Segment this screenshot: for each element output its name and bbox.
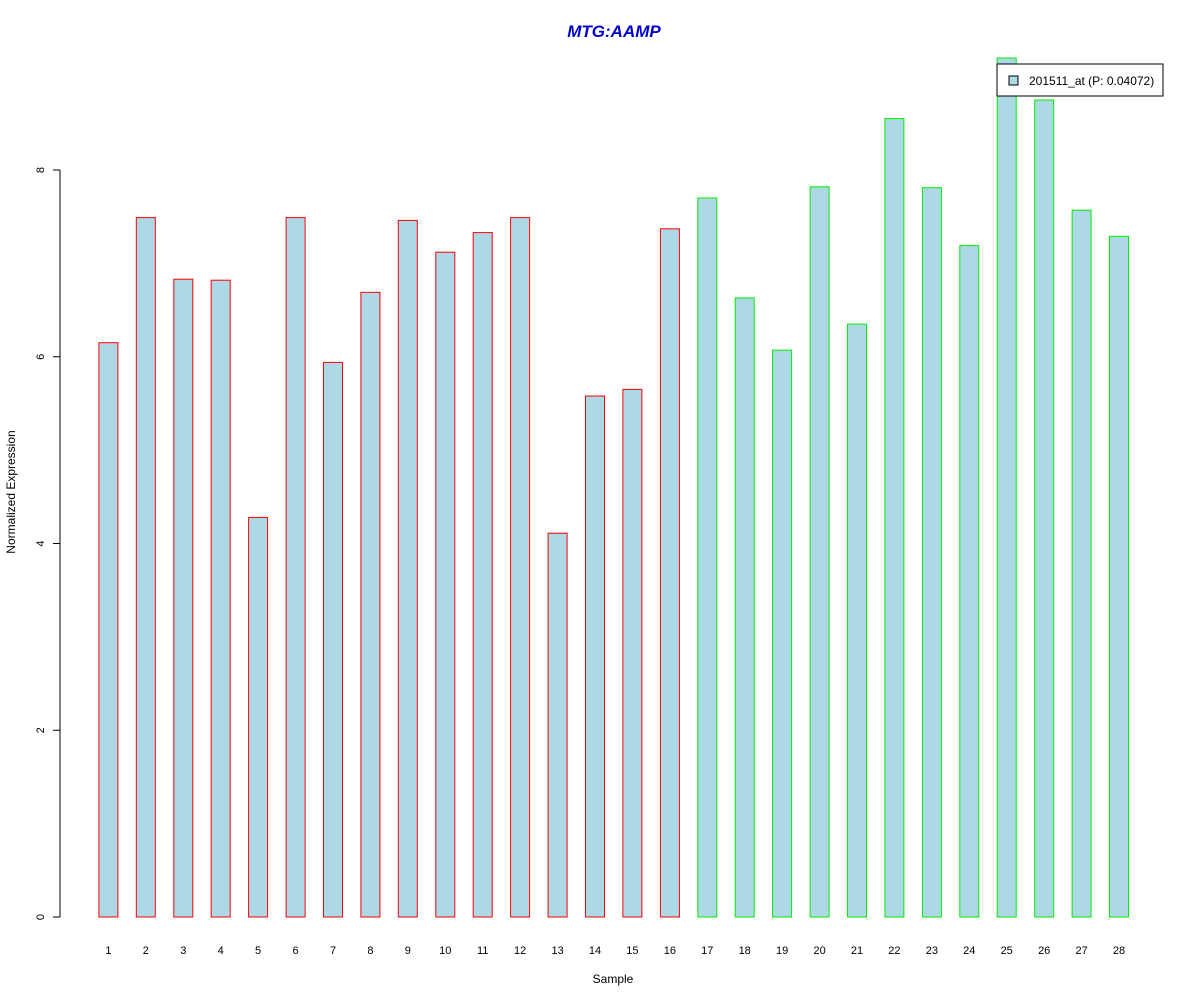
x-tick-label: 6 [293,945,299,957]
x-tick-label: 4 [218,945,224,957]
x-tick-label: 21 [851,945,863,957]
x-tick-label: 16 [664,945,676,957]
bar-sample-22 [884,118,905,918]
bar-sample-7 [323,361,343,918]
bar-sample-17 [697,197,718,918]
x-tick-label: 23 [926,945,938,957]
y-axis-label: Normalized Expression [4,430,18,553]
bar-sample-21 [847,323,867,918]
legend-box [996,63,1164,97]
legend-label: 201511_at (P: 0.04072) [1029,74,1154,88]
bar-sample-18 [734,297,755,918]
x-tick-label: 9 [405,945,411,957]
x-tick-label: 27 [1075,945,1087,957]
bar-sample-25 [996,57,1017,918]
bar-sample-4 [210,279,231,918]
x-tick-label: 20 [813,945,825,957]
bar-sample-3 [173,278,194,918]
x-tick-label: 1 [105,945,111,957]
x-tick-label: 12 [514,945,526,957]
x-tick-label: 25 [1001,945,1013,957]
bar-sample-13 [547,532,568,918]
x-tick-label: 15 [626,945,638,957]
bar-sample-16 [659,228,680,918]
x-axis-label: Sample [593,972,634,986]
x-tick-label: 19 [776,945,788,957]
x-tick-label: 2 [143,945,149,957]
bar-sample-15 [622,388,643,918]
bar-sample-1 [98,342,119,918]
bar-sample-5 [248,516,269,918]
bar-sample-28 [1109,235,1129,918]
bar-sample-2 [135,217,156,918]
y-axis: 0 2 4 6 8 [35,167,61,920]
x-tick-label: 28 [1113,945,1125,957]
bar-sample-14 [585,395,605,918]
x-tick-label: 11 [477,945,488,957]
bar-sample-10 [435,251,456,918]
x-tick-label: 13 [551,945,563,957]
x-tick-label: 14 [589,945,601,957]
y-tick-label: 8 [35,167,47,173]
chart-title: MTG:AAMP [567,22,661,41]
x-tick-label: 3 [180,945,186,957]
x-tick-label: 26 [1038,945,1050,957]
bar-sample-27 [1071,209,1092,918]
x-tick-label: 24 [963,945,975,957]
y-tick-label: 6 [35,354,47,360]
bar-sample-9 [397,219,418,918]
bar-sample-19 [772,349,793,918]
x-tick-label: 8 [367,945,373,957]
bars-group [98,57,1129,918]
bar-sample-24 [959,245,980,918]
bar-sample-11 [472,232,493,918]
y-tick-label: 0 [35,914,47,920]
bar-sample-8 [360,291,381,918]
bar-sample-23 [921,187,942,918]
y-tick-label: 4 [35,540,47,546]
bar-sample-6 [285,217,306,918]
x-tick-label: 17 [701,945,713,957]
legend: 201511_at (P: 0.04072) [996,63,1164,97]
x-tick-labels: 1 2 3 4 5 6 7 8 9 10 11 12 13 14 15 16 17 18 19 20 21 22 23 24 2… [105,945,1125,957]
legend-swatch [1008,75,1019,86]
x-tick-label: 5 [255,945,261,957]
bar-sample-20 [809,186,830,918]
x-tick-label: 10 [439,945,451,957]
bar-sample-26 [1034,99,1055,918]
bar-sample-12 [510,217,531,918]
x-tick-label: 7 [330,945,336,957]
x-tick-label: 18 [739,945,751,957]
y-tick-label: 2 [35,727,47,733]
x-tick-label: 22 [888,945,900,957]
